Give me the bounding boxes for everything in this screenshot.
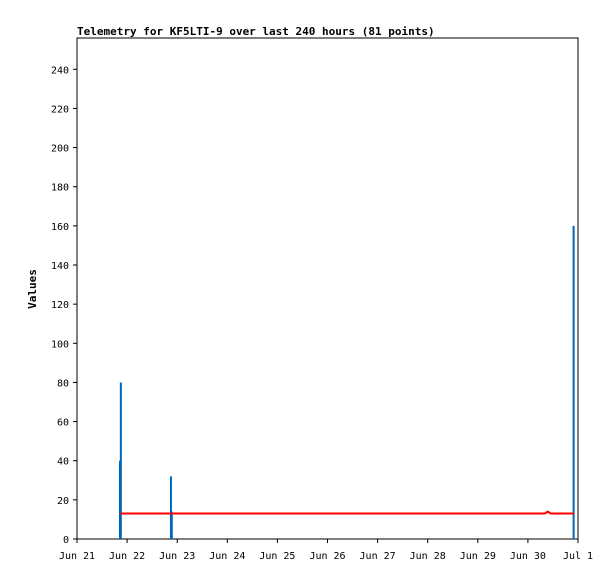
plot-frame bbox=[76, 37, 579, 540]
y-tick-label: 0 bbox=[63, 535, 69, 546]
y-tick-label: 100 bbox=[51, 339, 69, 350]
series-1-point-3 bbox=[410, 512, 412, 515]
y-tick-label: 60 bbox=[57, 418, 69, 429]
x-tick-label: Jun 27 bbox=[360, 551, 396, 562]
series-1-line bbox=[120, 510, 574, 515]
series-1-point-4 bbox=[522, 512, 525, 515]
series-1-point-7 bbox=[550, 512, 552, 515]
x-tick-label: Jun 21 bbox=[59, 551, 95, 562]
x-tick-label: Jun 28 bbox=[410, 551, 446, 562]
y-tick-label: 40 bbox=[57, 457, 69, 468]
series-1-point-8 bbox=[572, 512, 575, 515]
series-1-point-5 bbox=[543, 512, 546, 515]
x-tick-label: Jul 1 bbox=[563, 551, 593, 562]
y-tick-label: 80 bbox=[57, 378, 69, 389]
y-tick-label: 200 bbox=[51, 144, 69, 155]
x-tick-label: Jun 26 bbox=[309, 551, 345, 562]
y-tick-label: 180 bbox=[51, 183, 69, 194]
series-1-point-6 bbox=[546, 510, 549, 513]
x-axis: Jun 21 Jun 22 Jun 23 Jun 24 Jun 25 Jun 26 Jun … bbox=[59, 539, 593, 562]
series-1-point-2 bbox=[284, 512, 287, 515]
x-tick-label: Jun 25 bbox=[259, 551, 295, 562]
x-tick-label: Jun 29 bbox=[460, 551, 496, 562]
series-layer bbox=[119, 225, 575, 539]
y-tick-label: 140 bbox=[51, 261, 69, 272]
series-1-point-1 bbox=[170, 512, 172, 515]
chart-title: Telemetry for KF5LTI-9 over last 240 hou… bbox=[77, 25, 435, 38]
y-tick-label: 240 bbox=[51, 65, 69, 76]
y-tick-label: 220 bbox=[51, 104, 69, 115]
y-axis: 0 20 40 60 80 100 120 140 160 180 200 220 240 bbox=[51, 65, 77, 546]
y-tick-label: 160 bbox=[51, 222, 69, 233]
x-tick-label: Jun 23 bbox=[159, 551, 195, 562]
series-1-point-0 bbox=[120, 512, 122, 515]
y-tick-label: 20 bbox=[57, 496, 69, 507]
x-tick-label: Jun 30 bbox=[510, 551, 546, 562]
x-tick-label: Jun 24 bbox=[209, 551, 245, 562]
x-tick-label: Jun 22 bbox=[109, 551, 145, 562]
y-tick-label: 120 bbox=[51, 300, 69, 311]
y-axis-label: Values bbox=[26, 269, 39, 309]
